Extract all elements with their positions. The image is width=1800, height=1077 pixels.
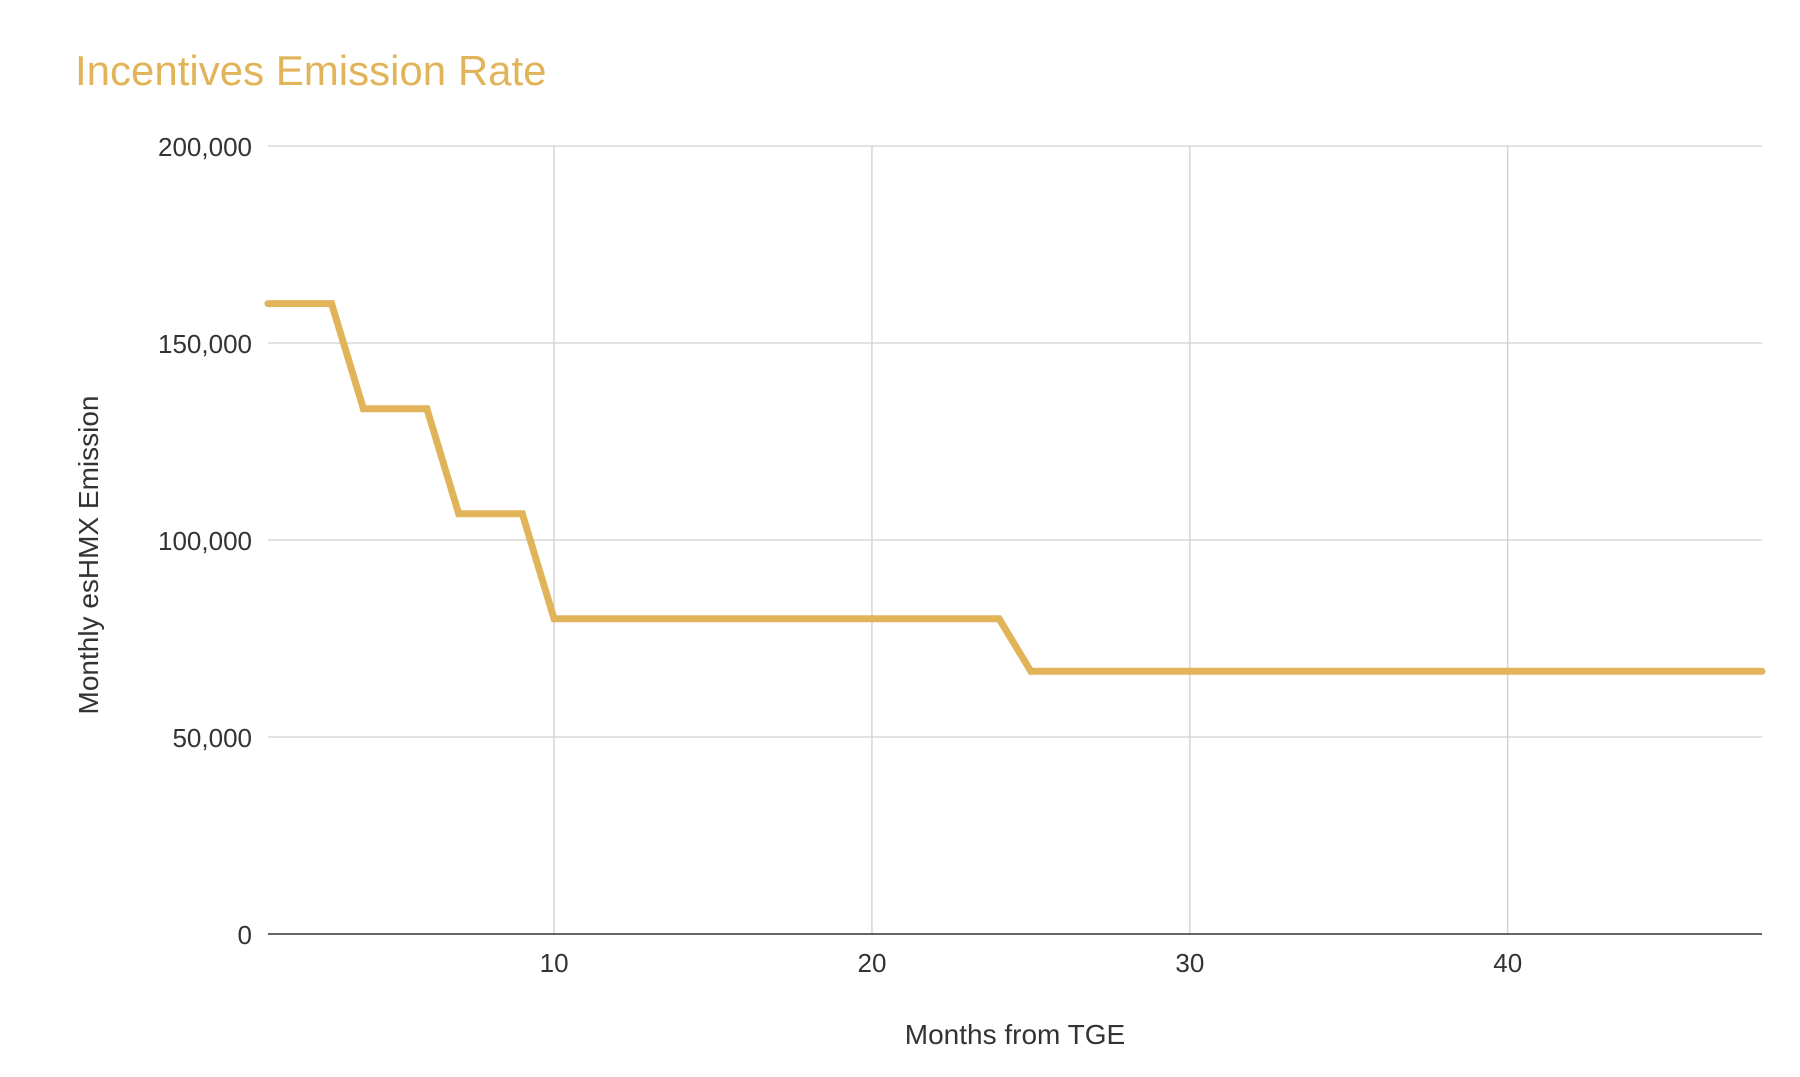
- gridlines: [268, 145, 1762, 934]
- x-axis-title: Months from TGE: [905, 1019, 1125, 1050]
- x-tick-label: 40: [1493, 948, 1522, 978]
- data-point: [1758, 667, 1766, 675]
- series-line: [268, 300, 1762, 675]
- data-point: [328, 300, 336, 308]
- y-axis-title: Monthly esHMX Emission: [73, 396, 104, 715]
- y-tick-label: 0: [238, 920, 252, 950]
- data-point: [518, 510, 526, 518]
- y-tick-label: 200,000: [158, 132, 252, 162]
- data-point: [423, 405, 431, 413]
- x-tick-label: 20: [857, 948, 886, 978]
- data-point: [359, 405, 367, 413]
- y-tick-label: 50,000: [172, 723, 252, 753]
- x-tick-label: 10: [540, 948, 569, 978]
- axis-labels: Months from TGE Monthly esHMX Emission: [73, 396, 1125, 1050]
- data-point: [550, 615, 558, 623]
- chart-title: Incentives Emission Rate: [75, 47, 547, 94]
- data-point: [455, 510, 463, 518]
- data-point: [264, 300, 272, 308]
- x-tick-label: 30: [1175, 948, 1204, 978]
- y-tick-label: 150,000: [158, 329, 252, 359]
- series-lines: [264, 300, 1766, 675]
- y-tick-label: 100,000: [158, 526, 252, 556]
- axes: 0 50,000 100,000 150,000 200,000 10 20 30 40: [158, 132, 1762, 978]
- data-point: [995, 615, 1003, 623]
- data-point: [1027, 667, 1035, 675]
